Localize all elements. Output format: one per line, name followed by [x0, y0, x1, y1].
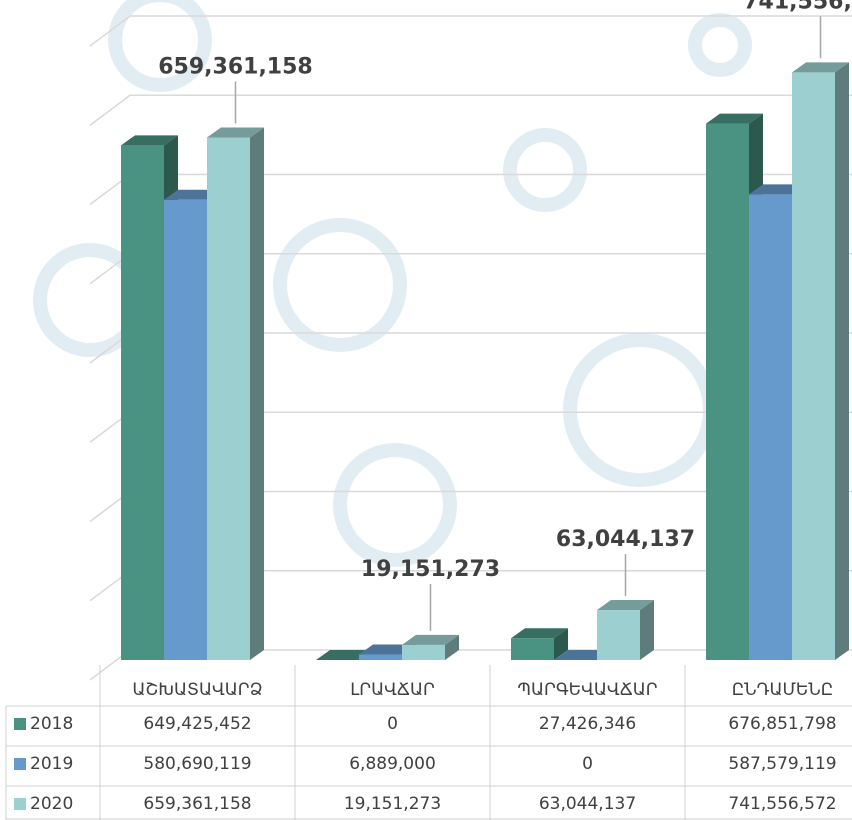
- legend-swatch: [14, 718, 26, 730]
- table-cell: 63,044,137: [539, 794, 636, 814]
- x-tick-label: ԸՆԴԱՄԵՆԸ: [732, 680, 833, 700]
- data-label: 19,151,273: [361, 557, 500, 582]
- legend-label: 2019: [30, 754, 73, 774]
- bar: [511, 638, 554, 660]
- table-cell: 27,426,346: [539, 714, 636, 734]
- bar: [402, 645, 445, 660]
- bar: [207, 137, 250, 660]
- legend-swatch: [14, 798, 26, 810]
- table-cell: 676,851,798: [728, 714, 836, 734]
- legend-label: 2020: [30, 794, 73, 814]
- x-tick-label: ԱՇԽԱՏԱՎԱՐՁ: [132, 680, 262, 700]
- bar: [597, 610, 640, 660]
- table-cell: 741,556,572: [728, 794, 836, 814]
- bar: [706, 124, 749, 660]
- chart: 659,361,158 19,151,273 63,044,137 741,556,5…: [0, 0, 852, 820]
- table-cell: 6,889,000: [349, 754, 436, 774]
- bar: [359, 655, 402, 660]
- table-cell: 0: [582, 754, 593, 774]
- bar-side: [835, 62, 849, 660]
- data-label: 741,556,572: [743, 0, 852, 14]
- legend-label: 2018: [30, 714, 73, 734]
- data-label: 63,044,137: [556, 527, 695, 552]
- x-tick-label: ԼՐԱՎՃԱՐ: [350, 680, 435, 700]
- x-tick-label: ՊԱՐԳԵՎԱՎՃԱՐ: [517, 680, 657, 700]
- bar: [121, 145, 164, 660]
- table-cell: 649,425,452: [143, 714, 251, 734]
- bar-side: [640, 600, 654, 660]
- bar: [749, 194, 792, 660]
- data-label: 659,361,158: [158, 54, 312, 79]
- table-cell: 580,690,119: [143, 754, 251, 774]
- bar: [164, 200, 207, 660]
- bar: [792, 72, 835, 660]
- legend-swatch: [14, 758, 26, 770]
- table-cell: 19,151,273: [344, 794, 441, 814]
- table-cell: 587,579,119: [728, 754, 836, 774]
- bar-side: [250, 127, 264, 660]
- table-cell: 659,361,158: [143, 794, 251, 814]
- table-cell: 0: [387, 714, 398, 734]
